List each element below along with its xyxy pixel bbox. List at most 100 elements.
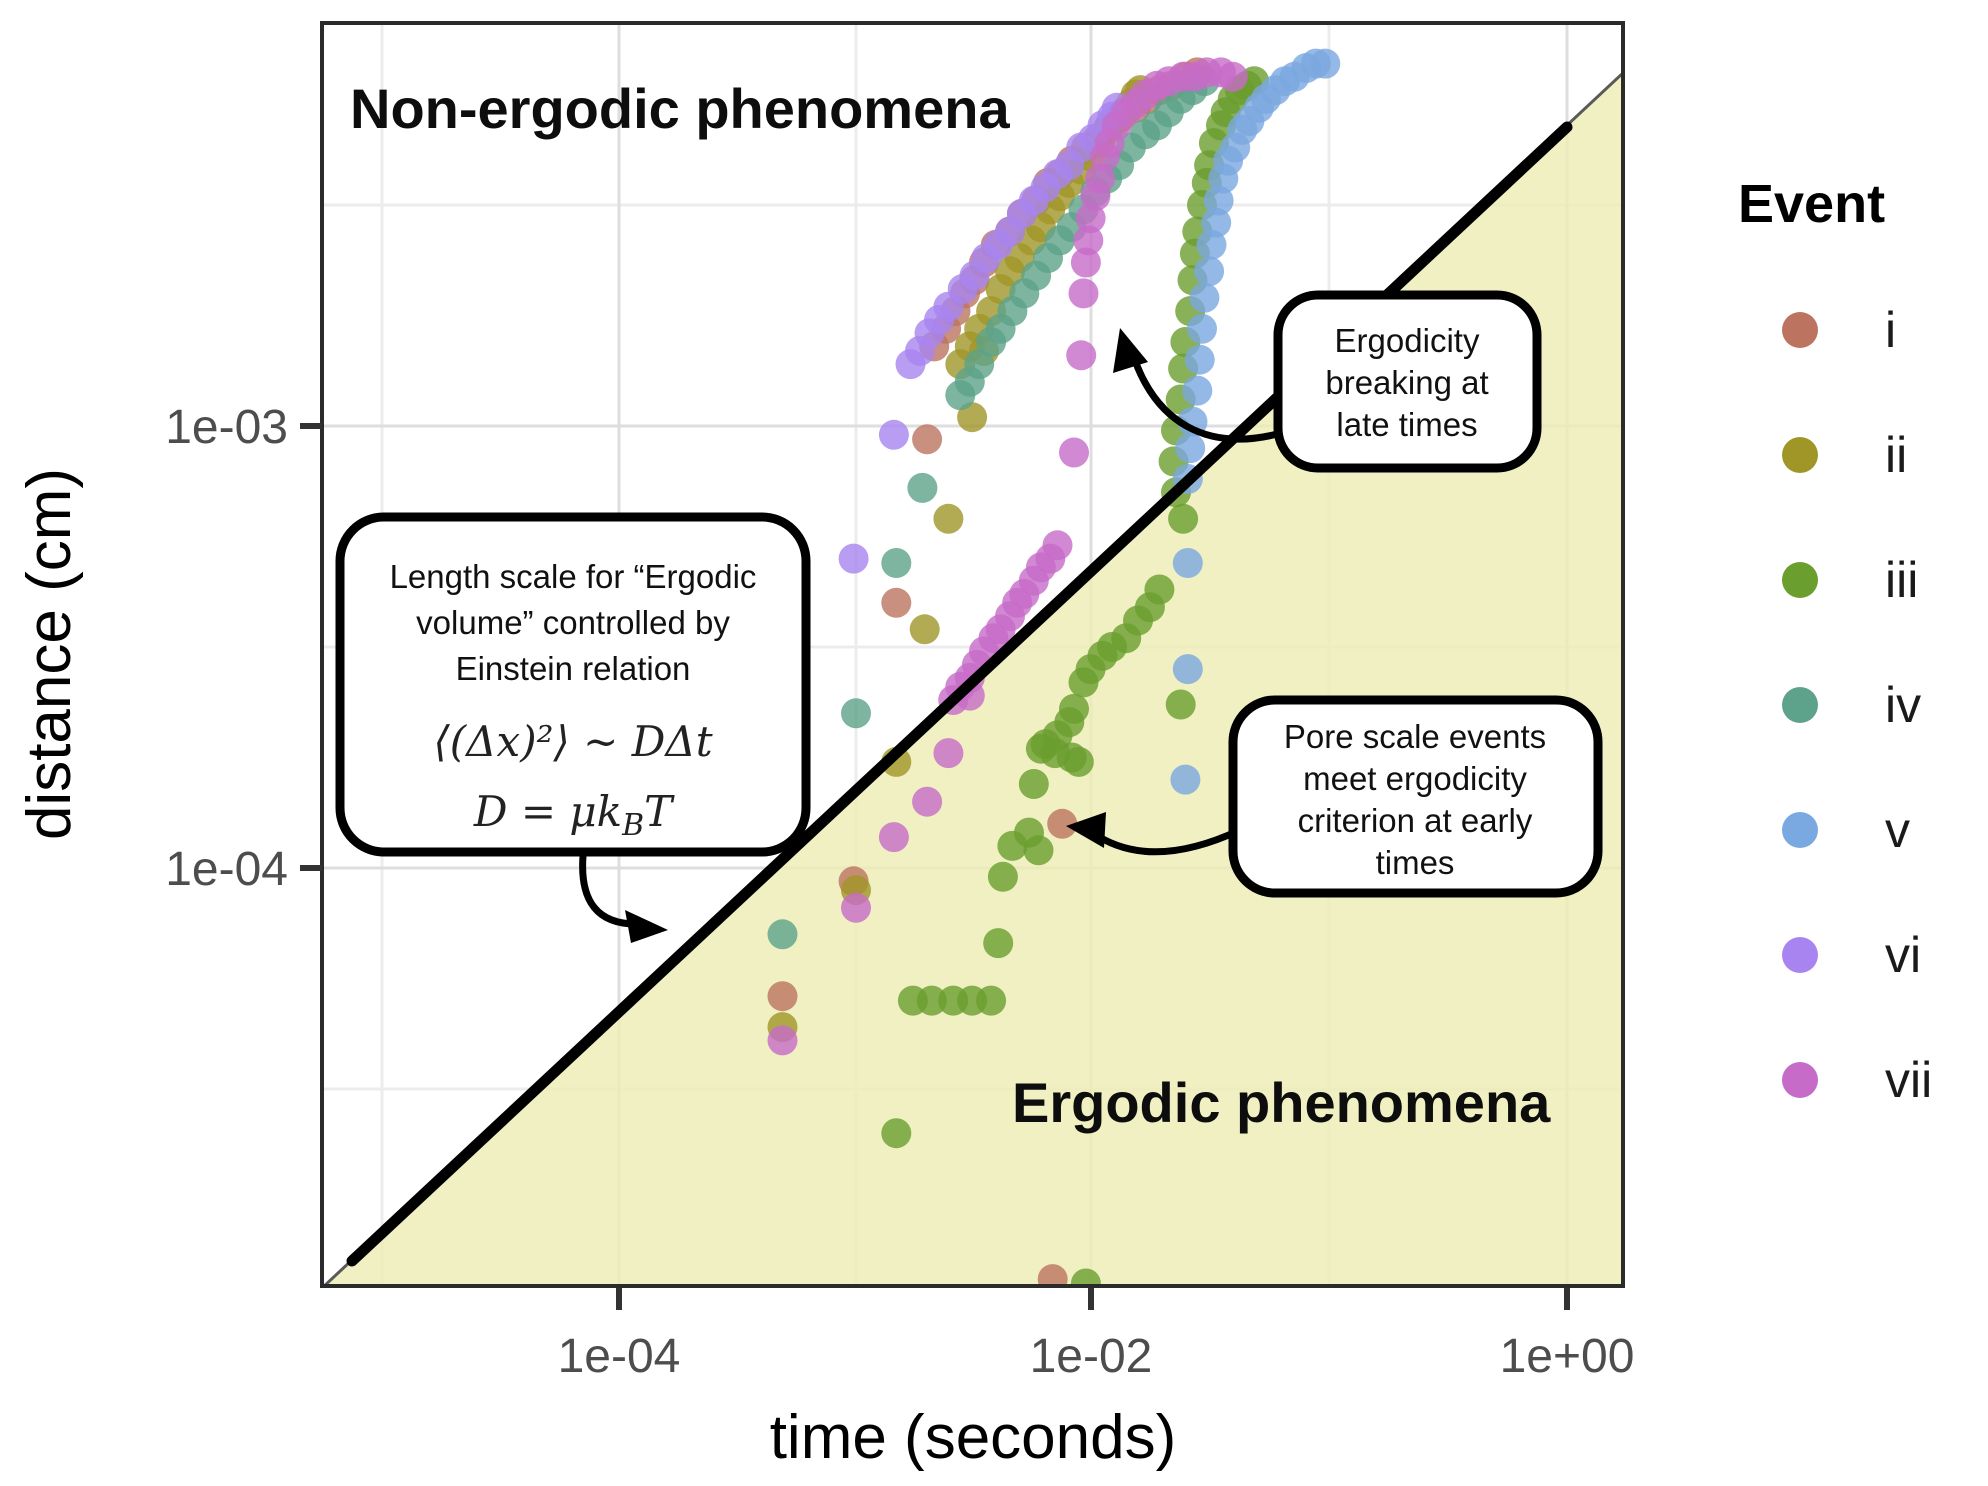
legend-swatch-iii [1782,562,1818,598]
einstein-arrowhead [625,910,668,943]
eq2-pre: D = μk [473,787,622,836]
eq2-post: T [644,787,675,836]
data-point-event-v [1310,48,1341,79]
data-point-event-vii [1070,247,1101,278]
y-tick-1e-03: 1e-03 [165,401,288,454]
data-point-event-iii [987,861,1018,892]
pore-line-2: meet ergodicity [1303,760,1527,797]
data-point-event-iii [976,985,1007,1016]
einstein-line-1: Length scale for “Ergodic [390,558,757,595]
pore-line-4: times [1376,844,1455,881]
x-tick-1e-02: 1e-02 [1030,1330,1153,1383]
legend-label-vii: vii [1885,1052,1932,1108]
y-tick-1e-04: 1e-04 [165,843,288,896]
data-point-event-v [1187,313,1217,344]
data-point-event-vii [933,738,964,769]
pore-arrow [1091,826,1242,856]
ergodicity-arrow [1129,353,1286,443]
pore-scale-callout: Pore scale events meet ergodicity criter… [1066,695,1603,898]
data-point-event-vi [838,543,869,574]
data-point-event-iii [997,830,1028,861]
data-point-event-iv [841,698,871,729]
data-point-event-iv [907,472,938,503]
ergodicity-line-1: Ergodicity [1335,322,1480,359]
legend-label-i: i [1885,302,1896,358]
legend-label-v: v [1885,802,1910,858]
einstein-line-2: volume” controlled by [416,604,730,641]
legend-label-vi: vi [1885,927,1921,983]
ergodicity-arrowhead [1113,328,1148,373]
einstein-callout-box [335,512,811,857]
data-point-event-ii [933,503,964,534]
data-point-event-iii [881,1118,912,1149]
data-point-event-iii [1023,835,1054,866]
data-point-event-iii [1168,503,1199,534]
non-ergodic-region-label: Non-ergodic phenomena [350,77,1010,140]
data-points-layer [767,48,1341,1286]
data-point-event-ii [909,614,940,645]
data-point-event-vi [878,419,909,450]
data-point-event-i [1037,1264,1068,1286]
einstein-line-3: Einstein relation [456,650,691,687]
pore-callout-box [1228,695,1603,898]
axis-ticks [300,423,1570,1310]
ergodicity-line-3: late times [1336,406,1477,443]
data-point-event-iii [1018,769,1049,799]
legend-title: Event [1738,174,1885,234]
ergodic-region-fill [322,73,1623,1286]
data-point-event-iv [767,919,798,950]
legend-swatch-iv [1782,687,1818,723]
data-point-event-vii [878,822,909,853]
einstein-callout: Length scale for “Ergodic volume” contro… [335,512,811,943]
ergodicity-callout-box [1273,290,1542,473]
legend-label-iii: iii [1885,552,1918,608]
data-point-event-v [1182,375,1213,406]
data-point-event-i [881,587,912,618]
data-point-event-iii [1068,667,1099,698]
einstein-arrow [579,855,639,928]
data-point-event-vii [841,892,871,923]
einstein-equation-msd: ⟨(Δx)²⟩ ~ DΔt [433,717,712,766]
data-point-event-i [1047,808,1078,839]
pore-arrowhead [1066,812,1106,848]
einstein-equation-diffusivity: D = μkBT [473,787,675,843]
legend-swatch-vii [1782,1062,1818,1098]
data-point-event-v [1184,344,1215,375]
pore-line-1: Pore scale events [1284,718,1546,755]
eq2-sub: B [621,808,644,843]
data-point-event-ii [957,402,988,433]
data-point-event-i [912,424,943,455]
y-axis-title: distance (cm) [15,468,84,840]
data-point-event-vii [1073,225,1104,256]
x-tick-1e+00: 1e+00 [1500,1330,1635,1383]
data-point-event-iii [983,928,1014,959]
legend-swatch-v [1782,812,1818,848]
data-point-event-vii [767,1025,798,1056]
data-point-event-iii [1070,1268,1101,1286]
legend-swatch-i [1782,312,1818,348]
data-point-event-vii [1217,61,1248,92]
data-point-event-v [1175,433,1206,464]
data-point-event-vii [1068,278,1099,309]
data-point-event-vii [1066,340,1097,371]
x-axis-title: time (seconds) [770,1403,1177,1472]
x-tick-1e-04: 1e-04 [558,1330,681,1383]
data-point-event-vii [1059,437,1089,468]
data-point-event-i [767,981,798,1012]
data-point-event-iv [881,548,912,578]
plot-border [320,21,1625,1288]
ergodicity-line-2: breaking at [1325,364,1488,401]
data-point-event-iv [964,349,995,380]
ergodic-region-label: Ergodic phenomena [1012,1071,1551,1134]
data-point-event-iii [1063,746,1094,777]
data-point-event-v [1172,548,1203,578]
legend-label-iv: iv [1885,677,1921,733]
legend-swatch-ii [1782,437,1818,473]
pore-line-3: criterion at early [1298,802,1533,839]
data-point-event-vii [1042,530,1073,561]
data-point-event-iii [916,985,947,1016]
